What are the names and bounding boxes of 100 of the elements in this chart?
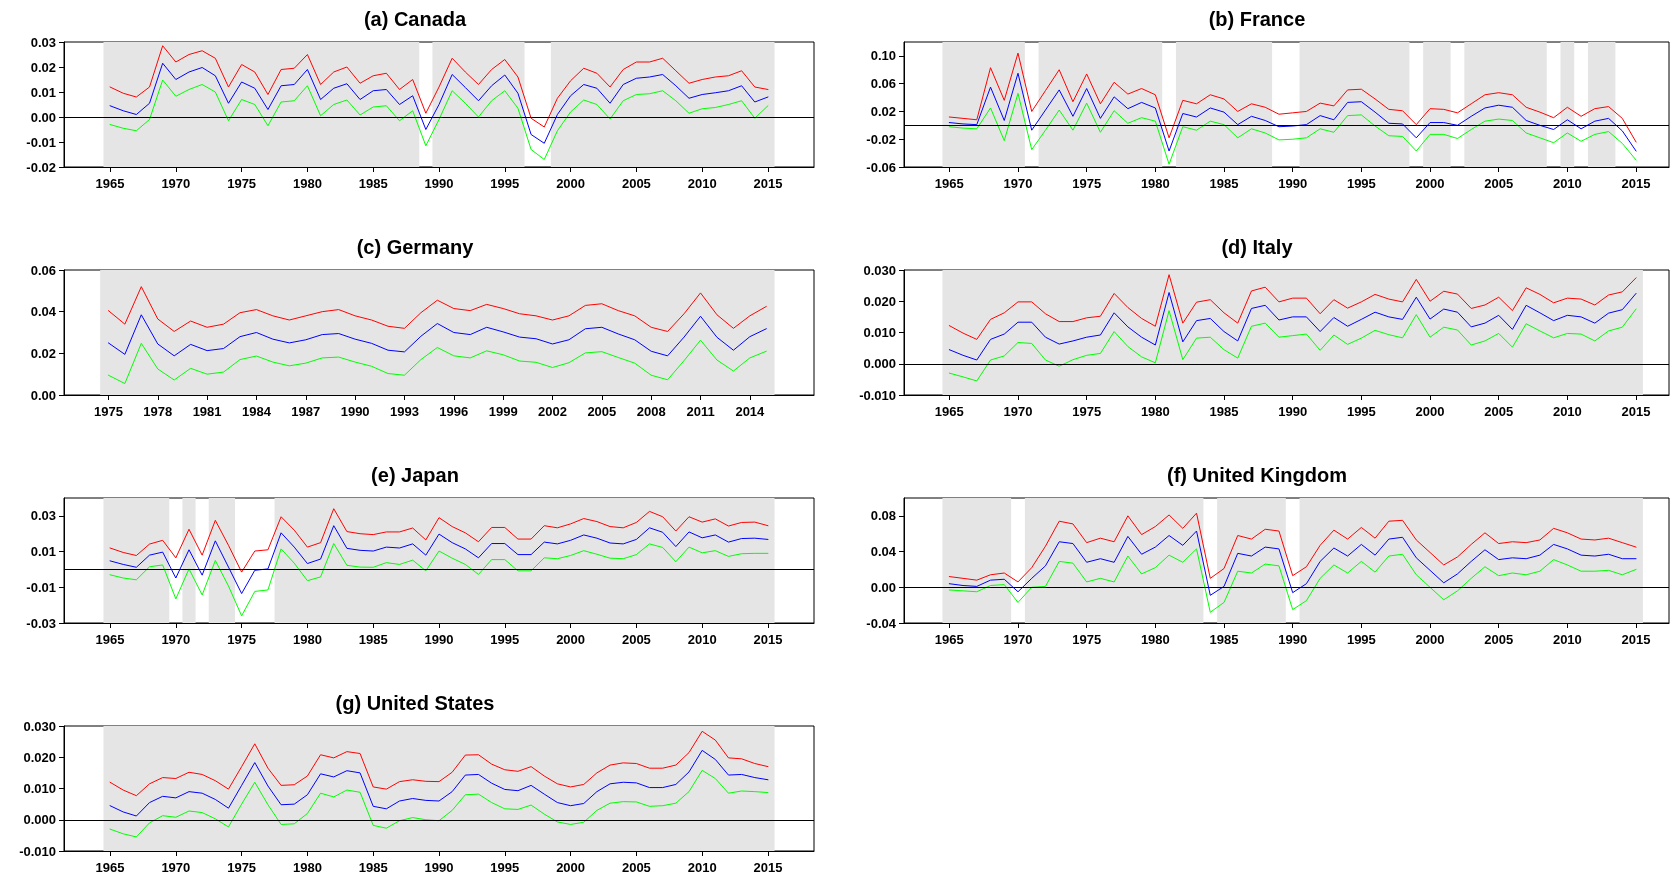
- x-tick-label: 2005: [621, 860, 651, 875]
- y-tick-label: 0.00: [870, 579, 896, 595]
- x-tick-label: 1984: [241, 404, 272, 419]
- x-tick-label: 1970: [1003, 404, 1033, 419]
- x-tick-label: 1975: [227, 176, 257, 191]
- x-tick-label: 1990: [340, 404, 370, 419]
- x-tick-label: 1985: [358, 860, 388, 875]
- x-tick-label: 2011: [686, 404, 715, 419]
- x-tick-label: 1990: [424, 176, 454, 191]
- y-tick-label: 0.08: [870, 508, 896, 524]
- x-tick-label: 2010: [1552, 632, 1582, 647]
- x-tick-label: 2010: [1552, 404, 1582, 419]
- y-tick-label: 0.010: [863, 325, 896, 340]
- x-tick-label: 1965: [95, 632, 125, 647]
- y-tick-label: 0.02: [870, 103, 896, 119]
- x-tick-label: 2000: [1415, 404, 1445, 419]
- x-tick-label: 2005: [1484, 632, 1514, 647]
- x-tick-label: 1970: [161, 176, 191, 191]
- x-tick-label: 1995: [490, 632, 520, 647]
- x-tick-label: 1999: [488, 404, 518, 419]
- x-tick-label: 1995: [490, 176, 520, 191]
- x-tick-label: 2000: [1415, 176, 1445, 191]
- y-tick-label: 0.010: [23, 781, 56, 796]
- y-tick-label: 0.02: [30, 345, 56, 361]
- x-tick-label: 1980: [292, 176, 322, 191]
- x-tick-label: 1965: [95, 176, 125, 191]
- x-tick-label: 1965: [934, 176, 964, 191]
- y-tick-label: -0.010: [859, 387, 896, 403]
- x-tick-label: 1970: [1003, 632, 1033, 647]
- y-tick-label: 0.04: [870, 544, 897, 560]
- x-tick-label: 1975: [1072, 404, 1102, 419]
- x-tick-label: 2015: [753, 860, 783, 875]
- x-tick-label: 2010: [687, 632, 717, 647]
- x-tick-label: 1980: [1140, 176, 1170, 191]
- x-tick-label: 1993: [390, 404, 419, 419]
- x-tick-label: 2005: [1484, 176, 1514, 191]
- x-tick-label: 1990: [424, 860, 454, 875]
- y-tick-label: 0.10: [870, 48, 896, 64]
- y-tick-label: 0.00: [30, 109, 56, 125]
- x-tick-label: 1980: [292, 860, 322, 875]
- x-tick-label: 2014: [735, 404, 766, 419]
- x-tick-label: 2015: [1621, 404, 1651, 419]
- y-tick-label: -0.02: [866, 131, 896, 147]
- x-tick-label: 1978: [143, 404, 173, 419]
- y-tick-label: -0.06: [866, 159, 896, 175]
- y-tick-label: 0.06: [30, 262, 56, 278]
- x-tick-label: 2010: [687, 176, 717, 191]
- x-tick-label: 2002: [538, 404, 567, 419]
- x-tick-label: 1975: [227, 632, 257, 647]
- x-tick-label: 1965: [95, 860, 125, 875]
- x-tick-label: 1990: [1278, 404, 1308, 419]
- y-tick-label: -0.01: [26, 134, 56, 150]
- x-tick-label: 1985: [358, 176, 388, 191]
- x-tick-label: 1995: [490, 860, 520, 875]
- x-tick-label: 1990: [1278, 632, 1308, 647]
- y-tick-label: 0.01: [30, 84, 56, 100]
- x-tick-label: 2005: [621, 632, 651, 647]
- x-tick-label: 2000: [556, 176, 586, 191]
- y-tick-label: 0.020: [863, 293, 896, 309]
- x-tick-label: 1985: [1209, 632, 1239, 647]
- y-tick-label: -0.03: [26, 615, 56, 631]
- x-tick-label: 2005: [587, 404, 617, 419]
- y-tick-label: 0.000: [863, 356, 896, 372]
- x-tick-label: 2000: [1415, 632, 1445, 647]
- x-tick-label: 1975: [227, 860, 257, 875]
- x-tick-label: 1987: [291, 404, 321, 419]
- x-tick-label: 1980: [1140, 404, 1170, 419]
- x-tick-label: 1996: [439, 404, 469, 419]
- x-tick-label: 2010: [687, 860, 717, 875]
- x-tick-label: 1980: [292, 632, 322, 647]
- x-tick-label: 2005: [1484, 404, 1514, 419]
- x-tick-label: 2015: [753, 632, 783, 647]
- x-tick-label: 1990: [424, 632, 454, 647]
- y-tick-label: 0.01: [30, 544, 56, 560]
- x-tick-label: 1965: [934, 632, 964, 647]
- x-tick-label: 1965: [934, 404, 964, 419]
- x-tick-label: 2015: [1621, 632, 1651, 647]
- x-tick-label: 1995: [1346, 176, 1376, 191]
- x-tick-label: 2000: [556, 632, 586, 647]
- x-tick-label: 1981: [192, 404, 222, 419]
- x-tick-label: 1990: [1278, 176, 1308, 191]
- x-tick-label: 1995: [1346, 632, 1376, 647]
- x-tick-label: 2010: [1552, 176, 1582, 191]
- x-tick-label: 1985: [1209, 404, 1239, 419]
- chart-title: (a) Canada: [363, 8, 467, 30]
- y-tick-label: 0.02: [30, 59, 56, 75]
- chart-title: (f) United Kingdom: [1167, 464, 1347, 486]
- y-tick-label: 0.030: [23, 718, 56, 734]
- x-tick-label: 1975: [1072, 176, 1102, 191]
- chart-title: (e) Japan: [371, 464, 459, 486]
- chart-title: (b) France: [1208, 8, 1306, 30]
- chart-title: (d) Italy: [1221, 236, 1294, 258]
- x-tick-label: 2008: [636, 404, 666, 419]
- y-tick-label: -0.04: [866, 615, 897, 631]
- y-tick-label: -0.02: [26, 159, 56, 175]
- y-tick-label: 0.020: [23, 749, 56, 765]
- x-tick-label: 1985: [358, 632, 388, 647]
- x-tick-label: 1985: [1209, 176, 1239, 191]
- chart-title: (c) Germany: [356, 236, 475, 258]
- x-tick-label: 1970: [161, 860, 191, 875]
